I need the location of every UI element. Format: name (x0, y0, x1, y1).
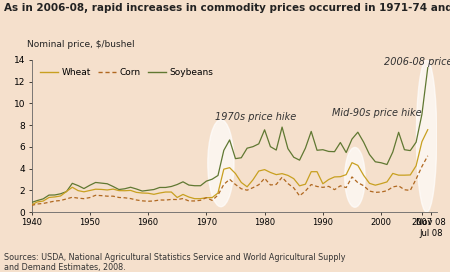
Ellipse shape (345, 147, 365, 207)
Text: Mid-90s price hike: Mid-90s price hike (332, 109, 421, 118)
Text: 1970s price hike: 1970s price hike (215, 112, 296, 122)
Text: 2006-08 price hike: 2006-08 price hike (384, 57, 450, 67)
Ellipse shape (416, 60, 437, 212)
Text: As in 2006-08, rapid increases in commodity prices occurred in 1971-74 and 1994-: As in 2006-08, rapid increases in commod… (4, 3, 450, 13)
Text: Sources: USDA, National Agricultural Statistics Service and World Agricultural S: Sources: USDA, National Agricultural Sta… (4, 253, 346, 272)
Text: Nominal price, $/bushel: Nominal price, $/bushel (27, 40, 135, 49)
Ellipse shape (208, 120, 234, 207)
Legend: Wheat, Corn, Soybeans: Wheat, Corn, Soybeans (36, 64, 217, 81)
